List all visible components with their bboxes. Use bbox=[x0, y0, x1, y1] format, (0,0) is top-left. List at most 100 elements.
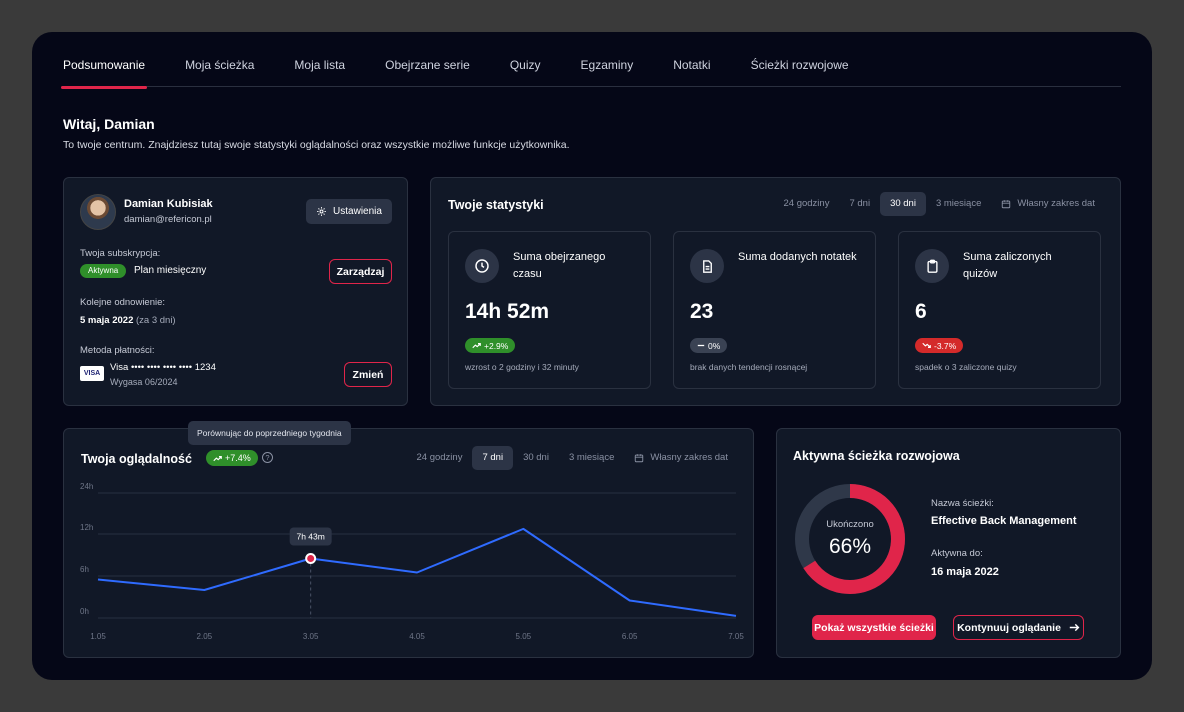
stat-value: 23 bbox=[690, 300, 714, 323]
viewership-line-chart: 24h 12h 6h 0h 1.05 2.05 3.05 4.05 5.05 6.05 7.05 7h… bbox=[80, 482, 744, 641]
viewership-range-3m[interactable]: 3 miesiące bbox=[568, 452, 615, 463]
tab-moja-lista[interactable]: Moja lista bbox=[294, 58, 346, 72]
stats-custom-range-label: Własny zakres dat bbox=[1017, 198, 1095, 209]
main-nav: Podsumowanie Moja ścieżka Moja lista Obe… bbox=[60, 56, 1121, 89]
tab-moja-sciezka[interactable]: Moja ścieżka bbox=[185, 58, 255, 72]
stats-title: Twoje statystyki bbox=[448, 198, 544, 212]
renewal-date: 5 maja 2022 (za 3 dni) bbox=[80, 315, 176, 326]
page-title: Witaj, Damian bbox=[63, 116, 155, 132]
viewership-range-24h[interactable]: 24 godziny bbox=[416, 452, 463, 463]
stats-range-selector: 24 godziny 7 dni 30 dni 3 miesiące Własn… bbox=[774, 192, 1106, 216]
x-tick-label: 7.05 bbox=[728, 632, 744, 641]
payment-label: Metoda płatności: bbox=[80, 345, 155, 356]
continue-watching-button[interactable]: Kontynuuj oglądanie bbox=[953, 615, 1084, 640]
viewership-custom-range[interactable]: Własny zakres dat bbox=[624, 446, 738, 470]
path-name: Effective Back Management bbox=[931, 515, 1077, 527]
trend-flat-icon bbox=[697, 344, 705, 347]
stat-note: brak danych tendencji rosnącej bbox=[690, 362, 808, 372]
stat-note: spadek o 3 zaliczone quizy bbox=[915, 362, 1017, 372]
profile-card: Damian Kubisiak damian@refericon.pl Usta… bbox=[63, 177, 408, 406]
x-tick-label: 5.05 bbox=[516, 632, 532, 641]
help-icon[interactable]: ? bbox=[262, 452, 273, 463]
viewership-range-7d[interactable]: 7 dni bbox=[472, 446, 514, 470]
subscription-label: Twoja subskrypcja: bbox=[80, 248, 161, 259]
y-tick-label: 24h bbox=[80, 482, 93, 491]
show-all-paths-button[interactable]: Pokaż wszystkie ścieżki bbox=[812, 615, 936, 640]
stat-title: Suma dodanych notatek bbox=[738, 251, 857, 263]
arrow-right-icon bbox=[1069, 623, 1080, 632]
x-tick-label: 1.05 bbox=[90, 632, 106, 641]
avatar bbox=[80, 194, 116, 230]
point-tooltip-label: 7h 43m bbox=[296, 532, 324, 542]
tab-notatki[interactable]: Notatki bbox=[673, 58, 711, 72]
x-tick-label: 3.05 bbox=[303, 632, 319, 641]
y-tick-label: 12h bbox=[80, 523, 93, 532]
renewal-label: Kolejne odnowienie: bbox=[80, 297, 166, 308]
stats-custom-range[interactable]: Własny zakres dat bbox=[991, 192, 1105, 216]
progress-arc bbox=[795, 484, 905, 594]
app-frame: Podsumowanie Moja ścieżka Moja lista Obe… bbox=[32, 32, 1152, 680]
stat-value: 6 bbox=[915, 300, 927, 323]
active-path-card: Aktywna ścieżka rozwojowa Ukończono 66% … bbox=[776, 428, 1121, 658]
renewal-in: (za 3 dni) bbox=[136, 315, 176, 326]
progress-value: 66% bbox=[828, 535, 872, 558]
stat-title: Suma obejrzanego czasu bbox=[513, 251, 606, 280]
page-subtitle: To twoje centrum. Znajdziesz tutaj swoje… bbox=[63, 139, 570, 151]
highlight-point bbox=[307, 555, 315, 562]
stats-range-7d[interactable]: 7 dni bbox=[849, 198, 871, 209]
tab-podsumowanie[interactable]: Podsumowanie bbox=[60, 56, 148, 89]
tab-obejrzane-serie[interactable]: Obejrzane serie bbox=[385, 58, 470, 72]
x-tick-label: 4.05 bbox=[409, 632, 425, 641]
stat-card-watch-time: Suma obejrzanego czasu 14h 52m +2.9% wzr… bbox=[448, 231, 651, 389]
trend-badge: +2.9% bbox=[465, 338, 516, 353]
renewal-date-value: 5 maja 2022 bbox=[80, 315, 134, 326]
trend-value: +2.9% bbox=[484, 340, 509, 351]
calendar-icon bbox=[635, 454, 644, 463]
trend-value: 0% bbox=[708, 340, 721, 351]
tab-sciezki-rozwojowe[interactable]: Ścieżki rozwojowe bbox=[750, 58, 849, 72]
active-until-label: Aktywna do: bbox=[931, 548, 983, 559]
trend-down-icon bbox=[922, 342, 931, 348]
series-line bbox=[97, 527, 737, 617]
stats-range-3m[interactable]: 3 miesiące bbox=[935, 198, 982, 209]
tab-quizy[interactable]: Quizy bbox=[509, 58, 541, 72]
continue-watching-label: Kontynuuj oglądanie bbox=[957, 621, 1061, 634]
stats-card: Twoje statystyki 24 godziny 7 dni 30 dni… bbox=[430, 177, 1121, 406]
viewership-trend-value: +7.4% bbox=[225, 453, 251, 463]
profile-name: Damian Kubisiak bbox=[124, 198, 213, 210]
path-name-label: Nazwa ścieżki: bbox=[931, 498, 994, 509]
stats-range-24h[interactable]: 24 godziny bbox=[783, 198, 830, 209]
trend-badge: 0% bbox=[690, 338, 728, 353]
active-path-title: Aktywna ścieżka rozwojowa bbox=[793, 449, 960, 463]
stat-card-quizzes: Suma zaliczonych quizów 6 -3.7% spadek o… bbox=[898, 231, 1101, 389]
tab-egzaminy[interactable]: Egzaminy bbox=[580, 58, 634, 72]
calendar-icon bbox=[1002, 200, 1011, 209]
comparison-tooltip: Porównując do poprzedniego tygodnia bbox=[188, 421, 351, 445]
x-tick-label: 6.05 bbox=[622, 632, 638, 641]
gear-icon bbox=[317, 207, 326, 216]
trend-value: -3.7% bbox=[934, 340, 957, 351]
y-tick-label: 0h bbox=[80, 607, 89, 616]
viewership-range-30d[interactable]: 30 dni bbox=[523, 452, 549, 463]
viewership-range-selector: 24 godziny 7 dni 30 dni 3 miesiące Własn… bbox=[407, 446, 739, 470]
document-icon bbox=[690, 249, 724, 283]
progress-label: Ukończono bbox=[826, 519, 874, 530]
trend-up-icon bbox=[472, 343, 481, 349]
manage-subscription-button[interactable]: Zarządzaj bbox=[329, 259, 392, 284]
subscription-plan: Plan miesięczny bbox=[134, 265, 207, 276]
viewership-custom-range-label: Własny zakres dat bbox=[650, 452, 728, 463]
clock-icon bbox=[465, 249, 499, 283]
card-expiry: Wygasa 06/2024 bbox=[110, 377, 178, 387]
card-number: Visa •••• •••• •••• •••• 1234 bbox=[110, 362, 216, 373]
settings-label: Ustawienia bbox=[333, 206, 382, 217]
stats-range-30d[interactable]: 30 dni bbox=[880, 192, 926, 216]
x-tick-label: 2.05 bbox=[197, 632, 213, 641]
stat-note: wzrost o 2 godziny i 32 minuty bbox=[465, 362, 579, 372]
settings-button[interactable]: Ustawienia bbox=[306, 199, 392, 224]
stat-title: Suma zaliczonych quizów bbox=[963, 251, 1052, 280]
trend-up-icon bbox=[213, 455, 222, 461]
progress-donut bbox=[795, 484, 905, 594]
viewership-trend-badge: +7.4% bbox=[206, 450, 258, 466]
stat-card-notes: Suma dodanych notatek 23 0% brak danych … bbox=[673, 231, 876, 389]
change-payment-button[interactable]: Zmień bbox=[344, 362, 392, 387]
